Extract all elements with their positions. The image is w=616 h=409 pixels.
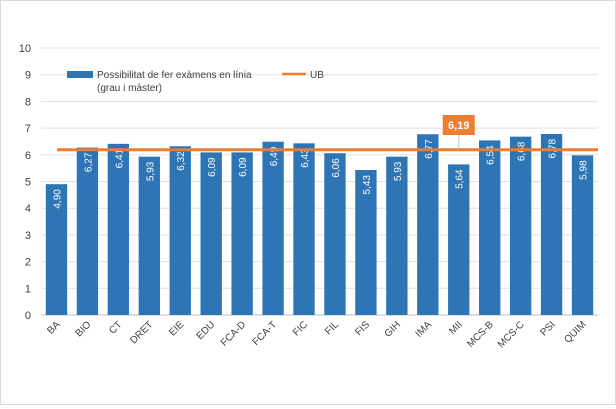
x-tick-label: MCS-C: [496, 319, 527, 350]
legend-label-bar-line1: Possibilitat de fer exàmens en línia: [97, 70, 252, 81]
bar: [386, 156, 408, 315]
bar-data-label: 6,41: [114, 148, 125, 168]
y-tick-label: 4: [25, 203, 31, 215]
bar-data-label: 6,43: [300, 148, 311, 168]
bar: [138, 156, 160, 315]
bar-data-label: 4,90: [52, 189, 63, 209]
bar-data-label: 6,54: [486, 145, 497, 165]
bar-data-label: 6,06: [331, 158, 342, 178]
gridlines: [41, 47, 598, 316]
bar: [324, 153, 346, 315]
x-tick-label: BA: [45, 319, 62, 336]
x-axis-ticks: BA BIO CT DRET EIE EDU FCA-D FCA-T FIC FIL FIS GIH I…: [45, 319, 588, 350]
bar: [262, 141, 284, 315]
bar-data-label: 6,49: [269, 146, 280, 166]
x-tick-label: DRET: [128, 319, 155, 346]
x-tick-label: MII: [447, 319, 465, 337]
x-tick-label: FIS: [353, 319, 372, 338]
x-tick-label: FIL: [323, 319, 341, 337]
bar: [509, 136, 532, 315]
x-tick-label: FCA-T: [251, 319, 280, 348]
bar-data-label: 6,32: [176, 151, 187, 171]
bar: [355, 170, 377, 315]
bar-data-label: 5,64: [455, 169, 466, 189]
bar: [448, 164, 470, 315]
bar: [540, 133, 563, 315]
ub-reference-line: 6,19: [57, 115, 598, 152]
bar-data-label: 5,93: [393, 161, 404, 181]
y-tick-label: 8: [25, 96, 31, 108]
bar: [479, 140, 501, 315]
x-tick-label: EIE: [167, 319, 186, 338]
bar-data-label: 5,98: [579, 160, 590, 180]
y-tick-label: 0: [25, 310, 31, 322]
bar: [417, 134, 439, 315]
x-tick-label: PSI: [539, 319, 558, 338]
ub-callout: [442, 115, 475, 135]
legend-label-bar-line2: (grau i màster): [97, 83, 162, 94]
bar: [169, 146, 191, 315]
y-tick-label: 7: [25, 123, 31, 135]
x-tick-label: GIH: [383, 319, 403, 339]
x-tick-label: QUIM: [562, 319, 588, 345]
y-tick-label: 1: [25, 283, 31, 295]
bar: [107, 143, 130, 315]
x-tick-label: IMA: [414, 319, 435, 340]
bar: [231, 152, 253, 315]
x-tick-label: FCA-D: [219, 319, 248, 348]
y-tick-label: 10: [19, 43, 31, 55]
bar: [45, 184, 68, 315]
x-tick-label: BIO: [74, 319, 94, 339]
bar: [76, 147, 99, 315]
y-tick-label: 9: [25, 70, 31, 82]
bar: [200, 152, 222, 315]
bars: [45, 133, 594, 315]
x-tick-label: MCS-B: [465, 319, 496, 350]
x-tick-label: EDU: [195, 319, 218, 342]
ub-callout-label: 6,19: [448, 120, 469, 132]
x-tick-label: FIC: [291, 319, 310, 338]
y-tick-label: 6: [25, 150, 31, 162]
bar-data-label: 6,09: [238, 157, 249, 177]
bar-data-label: 6,27: [83, 152, 94, 172]
legend-swatch-bar: [67, 71, 93, 78]
y-axis-ticks: 0 1 2 3 4 5 6 7 8 9 10: [19, 43, 31, 322]
y-tick-label: 5: [25, 177, 31, 189]
bar-data-label: 6,09: [207, 157, 218, 177]
legend-label-line: UB: [310, 70, 324, 81]
bar-data-label: 5,93: [145, 161, 156, 181]
bar: [571, 155, 594, 315]
x-tick-label: CT: [107, 319, 124, 336]
y-tick-label: 3: [25, 230, 31, 242]
legend: Possibilitat de fer exàmens en línia (gr…: [67, 70, 324, 94]
bar-data-label: 5,43: [362, 175, 373, 195]
y-tick-label: 2: [25, 257, 31, 269]
bar: [293, 143, 315, 315]
